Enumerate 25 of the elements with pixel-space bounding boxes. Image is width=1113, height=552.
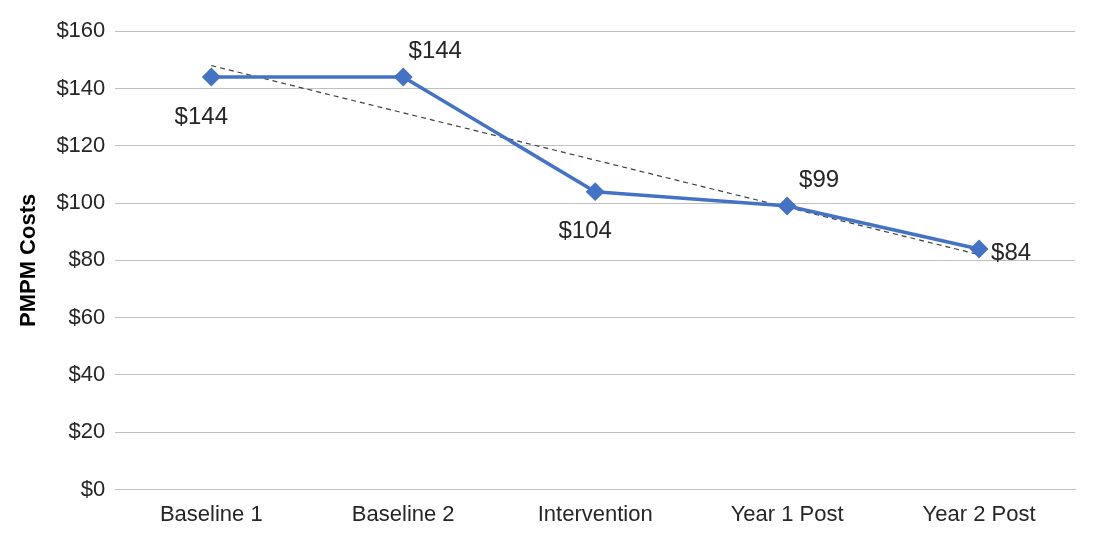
point xyxy=(778,197,796,215)
x-tick-label: Year 1 Post xyxy=(730,500,844,526)
y-tick-label: $80 xyxy=(68,246,106,272)
x-tick-label: Baseline 1 xyxy=(159,500,263,526)
y-tick-label: $0 xyxy=(80,475,106,501)
x-tick-label: Intervention xyxy=(537,500,653,526)
y-tick-label: $120 xyxy=(56,131,106,157)
point xyxy=(202,68,221,86)
data-label: $144 xyxy=(408,35,462,63)
y-tick-label: $20 xyxy=(68,418,106,444)
point xyxy=(394,68,412,86)
y-tick-label: $100 xyxy=(56,189,106,215)
y-axis-title: PMPM Costs xyxy=(15,193,41,328)
data-label: $84 xyxy=(991,237,1032,265)
x-tick-label: Year 2 Post xyxy=(922,500,1036,526)
x-tick-label: Baseline 2 xyxy=(351,500,455,526)
y-tick-label: $160 xyxy=(56,17,106,43)
data-label: $104 xyxy=(558,216,612,244)
point xyxy=(586,182,604,201)
y-tick-label: $140 xyxy=(56,74,106,100)
y-tick-label: $40 xyxy=(68,361,106,387)
y-tick-label: $60 xyxy=(68,303,106,329)
point xyxy=(970,240,988,258)
data-label: $144 xyxy=(174,101,228,129)
data-label: $99 xyxy=(799,164,840,192)
